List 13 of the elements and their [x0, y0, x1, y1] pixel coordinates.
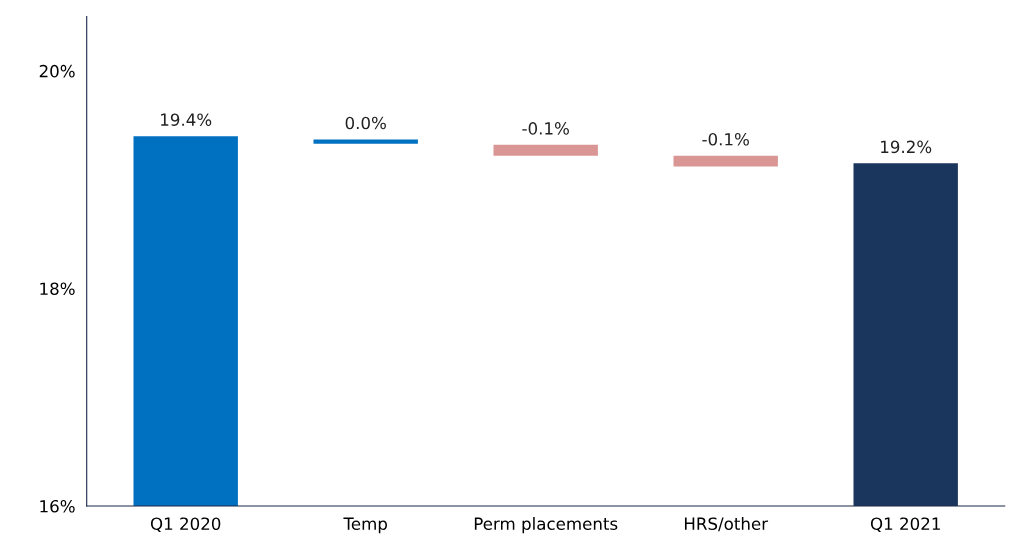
data-label: -0.1% [522, 122, 569, 135]
y-tick-label: 20% [39, 64, 75, 78]
x-tick-label: Q1 2021 [870, 517, 940, 532]
data-label: -0.1% [702, 132, 749, 146]
data-label: 0.0% [345, 116, 386, 130]
x-tick-label: Q1 2020 [150, 517, 221, 532]
y-tick-label: 16% [40, 499, 75, 513]
y-tick-label: 18% [40, 282, 75, 296]
x-tick-label: Temp [343, 517, 387, 534]
x-tick-label: HRS/other [684, 517, 769, 532]
data-label: 19.4% [161, 113, 212, 126]
x-tick-label: Perm placements [474, 517, 618, 534]
data-label: 19.2% [881, 140, 932, 154]
